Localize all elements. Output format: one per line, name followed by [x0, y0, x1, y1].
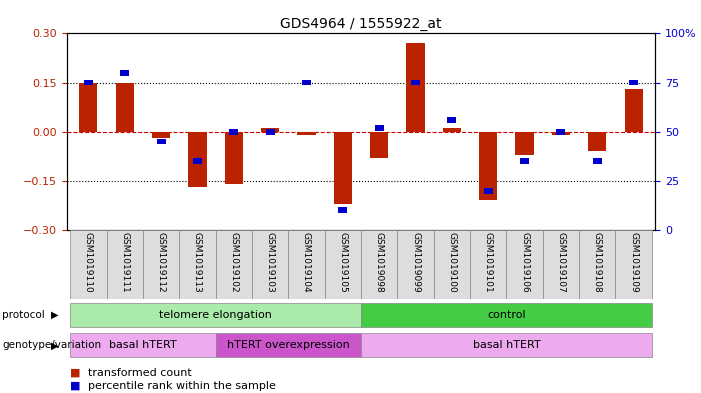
Text: GSM1019098: GSM1019098: [375, 232, 383, 293]
Text: percentile rank within the sample: percentile rank within the sample: [88, 381, 275, 391]
Text: GSM1019100: GSM1019100: [447, 232, 456, 293]
Bar: [361, 333, 652, 358]
Bar: [179, 230, 216, 299]
Text: GSM1019110: GSM1019110: [84, 232, 93, 293]
Bar: [397, 230, 434, 299]
Bar: [615, 230, 652, 299]
Bar: [252, 230, 288, 299]
Bar: [443, 129, 461, 132]
Bar: [411, 79, 420, 85]
Bar: [520, 158, 529, 164]
Bar: [156, 138, 165, 144]
Text: basal hTERT: basal hTERT: [109, 340, 177, 351]
Bar: [543, 230, 579, 299]
Bar: [629, 79, 638, 85]
Text: GSM1019106: GSM1019106: [520, 232, 529, 293]
Text: basal hTERT: basal hTERT: [472, 340, 540, 351]
Bar: [407, 43, 425, 132]
Text: GSM1019104: GSM1019104: [302, 232, 311, 293]
Bar: [470, 230, 506, 299]
Text: transformed count: transformed count: [88, 367, 191, 378]
Bar: [84, 79, 93, 85]
Bar: [302, 79, 311, 85]
Text: GSM1019112: GSM1019112: [156, 232, 165, 293]
Bar: [552, 132, 570, 135]
Bar: [107, 230, 143, 299]
Bar: [189, 132, 207, 187]
Bar: [334, 132, 352, 204]
Bar: [506, 230, 543, 299]
Text: GSM1019109: GSM1019109: [629, 232, 638, 293]
Bar: [579, 230, 615, 299]
Bar: [216, 230, 252, 299]
Bar: [216, 333, 361, 358]
Bar: [120, 70, 129, 75]
Bar: [70, 303, 361, 327]
Bar: [370, 132, 388, 158]
Text: GSM1019105: GSM1019105: [339, 232, 347, 293]
Bar: [193, 158, 202, 164]
Bar: [229, 129, 238, 134]
Bar: [361, 230, 397, 299]
Text: genotype/variation: genotype/variation: [2, 340, 101, 351]
Text: control: control: [487, 310, 526, 320]
Bar: [434, 230, 470, 299]
Bar: [266, 129, 275, 134]
Bar: [593, 158, 602, 164]
Text: GSM1019113: GSM1019113: [193, 232, 202, 293]
Bar: [79, 83, 97, 132]
Text: GSM1019101: GSM1019101: [484, 232, 493, 293]
Text: telomere elongation: telomere elongation: [159, 310, 272, 320]
Bar: [152, 132, 170, 138]
Text: GSM1019099: GSM1019099: [411, 232, 420, 293]
Text: ▶: ▶: [50, 310, 58, 320]
Bar: [116, 83, 134, 132]
Bar: [297, 132, 315, 135]
Title: GDS4964 / 1555922_at: GDS4964 / 1555922_at: [280, 17, 442, 31]
Bar: [588, 132, 606, 151]
Text: ▶: ▶: [50, 340, 58, 351]
Text: ■: ■: [70, 381, 81, 391]
Bar: [261, 129, 279, 132]
Bar: [361, 303, 652, 327]
Text: protocol: protocol: [2, 310, 45, 320]
Bar: [479, 132, 497, 200]
Bar: [70, 333, 216, 358]
Bar: [515, 132, 533, 154]
Text: GSM1019108: GSM1019108: [593, 232, 601, 293]
Bar: [484, 187, 493, 193]
Bar: [288, 230, 325, 299]
Bar: [143, 230, 179, 299]
Text: GSM1019103: GSM1019103: [266, 232, 275, 293]
Text: hTERT overexpression: hTERT overexpression: [227, 340, 350, 351]
Bar: [625, 89, 643, 132]
Bar: [447, 117, 456, 123]
Text: GSM1019107: GSM1019107: [557, 232, 566, 293]
Bar: [225, 132, 243, 184]
Text: GSM1019102: GSM1019102: [229, 232, 238, 293]
Text: GSM1019111: GSM1019111: [121, 232, 129, 293]
Bar: [339, 207, 348, 213]
Bar: [325, 230, 361, 299]
Text: ■: ■: [70, 367, 81, 378]
Bar: [70, 230, 107, 299]
Bar: [374, 125, 383, 130]
Bar: [557, 129, 566, 134]
